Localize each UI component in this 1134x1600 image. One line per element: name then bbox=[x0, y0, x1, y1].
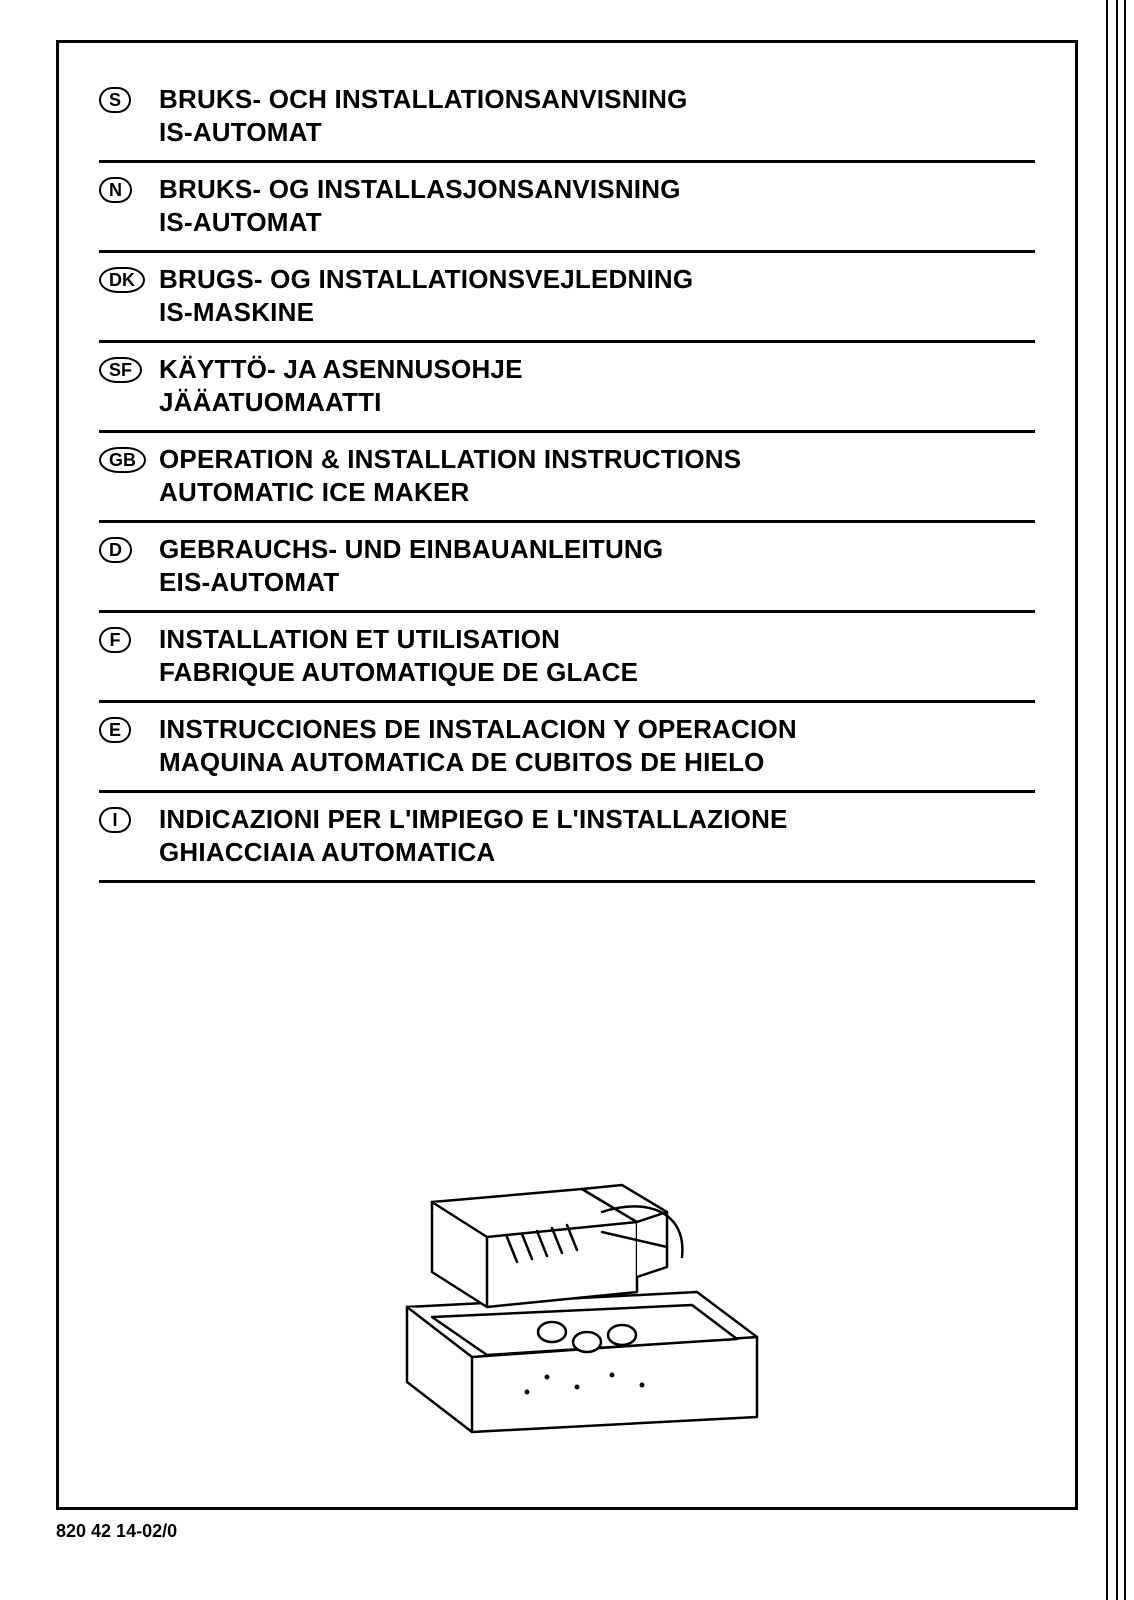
lang-entry-d: D GEBRAUCHS- UND EINBAUANLEITUNG EIS-AUT… bbox=[99, 523, 1035, 613]
lang-text-n: BRUKS- OG INSTALLASJONSANVISNING IS-AUTO… bbox=[159, 173, 1035, 238]
lang-entry-i: I INDICAZIONI PER L'IMPIEGO E L'INSTALLA… bbox=[99, 793, 1035, 883]
subtitle-line: FABRIQUE AUTOMATIQUE DE GLACE bbox=[159, 656, 1035, 689]
title-line: KÄYTTÖ- JA ASENNUSOHJE bbox=[159, 353, 1035, 386]
title-line: INSTALLATION ET UTILISATION bbox=[159, 623, 1035, 656]
subtitle-line: IS-AUTOMAT bbox=[159, 206, 1035, 239]
title-line: BRUKS- OG INSTALLASJONSANVISNING bbox=[159, 173, 1035, 206]
lang-code: SF bbox=[99, 357, 142, 383]
lang-badge-f: F bbox=[99, 623, 159, 653]
lang-code: DK bbox=[99, 267, 145, 293]
title-line: OPERATION & INSTALLATION INSTRUCTIONS bbox=[159, 443, 1035, 476]
lang-badge-s: S bbox=[99, 83, 159, 113]
ice-maker-illustration bbox=[59, 1117, 1075, 1437]
lang-entry-f: F INSTALLATION ET UTILISATION FABRIQUE A… bbox=[99, 613, 1035, 703]
lang-code: F bbox=[99, 627, 131, 653]
page: S BRUKS- OCH INSTALLATIONSANVISNING IS-A… bbox=[0, 0, 1134, 1600]
page-edge-lines bbox=[1106, 0, 1126, 1600]
lang-text-sf: KÄYTTÖ- JA ASENNUSOHJE JÄÄATUOMAATTI bbox=[159, 353, 1035, 418]
subtitle-line: IS-MASKINE bbox=[159, 296, 1035, 329]
lang-badge-e: E bbox=[99, 713, 159, 743]
lang-badge-i: I bbox=[99, 803, 159, 833]
lang-entry-gb: GB OPERATION & INSTALLATION INSTRUCTIONS… bbox=[99, 433, 1035, 523]
subtitle-line: IS-AUTOMAT bbox=[159, 116, 1035, 149]
lang-code: S bbox=[99, 87, 131, 113]
lang-code: D bbox=[99, 537, 132, 563]
title-line: INSTRUCCIONES DE INSTALACION Y OPERACION bbox=[159, 713, 1035, 746]
lang-code: E bbox=[99, 717, 131, 743]
lang-badge-n: N bbox=[99, 173, 159, 203]
lang-code: I bbox=[99, 807, 131, 833]
lang-code: N bbox=[99, 177, 132, 203]
lang-text-e: INSTRUCCIONES DE INSTALACION Y OPERACION… bbox=[159, 713, 1035, 778]
subtitle-line: GHIACCIAIA AUTOMATICA bbox=[159, 836, 1035, 869]
lang-text-s: BRUKS- OCH INSTALLATIONSANVISNING IS-AUT… bbox=[159, 83, 1035, 148]
document-code: 820 42 14-02/0 bbox=[56, 1521, 177, 1542]
lang-entry-s: S BRUKS- OCH INSTALLATIONSANVISNING IS-A… bbox=[99, 73, 1035, 163]
lang-text-gb: OPERATION & INSTALLATION INSTRUCTIONS AU… bbox=[159, 443, 1035, 508]
lang-entry-e: E INSTRUCCIONES DE INSTALACION Y OPERACI… bbox=[99, 703, 1035, 793]
lang-badge-sf: SF bbox=[99, 353, 159, 383]
title-line: BRUKS- OCH INSTALLATIONSANVISNING bbox=[159, 83, 1035, 116]
lang-entry-sf: SF KÄYTTÖ- JA ASENNUSOHJE JÄÄATUOMAATTI bbox=[99, 343, 1035, 433]
lang-entry-dk: DK BRUGS- OG INSTALLATIONSVEJLEDNING IS-… bbox=[99, 253, 1035, 343]
lang-text-d: GEBRAUCHS- UND EINBAUANLEITUNG EIS-AUTOM… bbox=[159, 533, 1035, 598]
title-line: GEBRAUCHS- UND EINBAUANLEITUNG bbox=[159, 533, 1035, 566]
lang-text-i: INDICAZIONI PER L'IMPIEGO E L'INSTALLAZI… bbox=[159, 803, 1035, 868]
lang-badge-dk: DK bbox=[99, 263, 159, 293]
subtitle-line: AUTOMATIC ICE MAKER bbox=[159, 476, 1035, 509]
lang-code: GB bbox=[99, 447, 146, 473]
content-frame: S BRUKS- OCH INSTALLATIONSANVISNING IS-A… bbox=[56, 40, 1078, 1510]
subtitle-line: MAQUINA AUTOMATICA DE CUBITOS DE HIELO bbox=[159, 746, 1035, 779]
lang-badge-d: D bbox=[99, 533, 159, 563]
lang-badge-gb: GB bbox=[99, 443, 159, 473]
ice-maker-icon bbox=[337, 1117, 797, 1437]
title-line: INDICAZIONI PER L'IMPIEGO E L'INSTALLAZI… bbox=[159, 803, 1035, 836]
lang-entry-n: N BRUKS- OG INSTALLASJONSANVISNING IS-AU… bbox=[99, 163, 1035, 253]
subtitle-line: JÄÄATUOMAATTI bbox=[159, 386, 1035, 419]
title-line: BRUGS- OG INSTALLATIONSVEJLEDNING bbox=[159, 263, 1035, 296]
subtitle-line: EIS-AUTOMAT bbox=[159, 566, 1035, 599]
lang-text-dk: BRUGS- OG INSTALLATIONSVEJLEDNING IS-MAS… bbox=[159, 263, 1035, 328]
lang-text-f: INSTALLATION ET UTILISATION FABRIQUE AUT… bbox=[159, 623, 1035, 688]
